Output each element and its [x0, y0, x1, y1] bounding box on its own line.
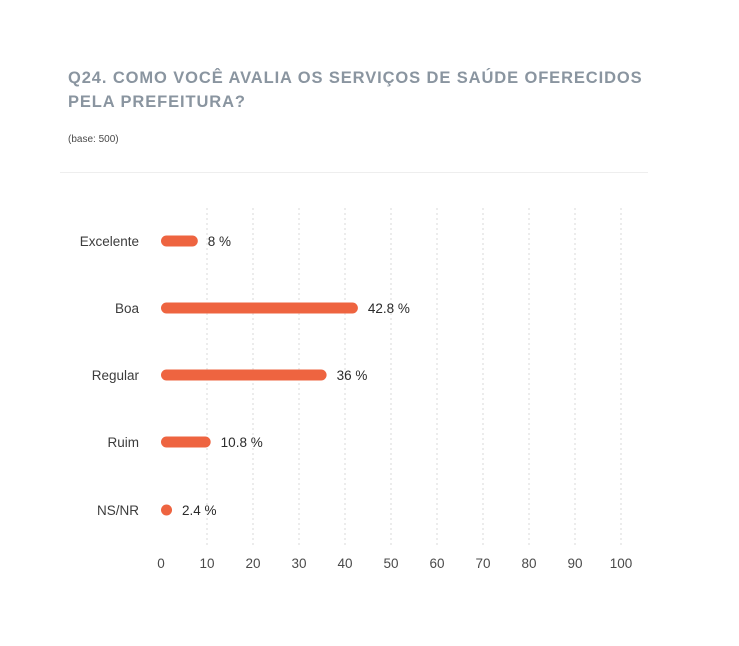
value-label: 10.8 %: [221, 435, 263, 450]
x-tick-label: 40: [337, 556, 352, 571]
bar: [161, 436, 211, 448]
bar: [161, 369, 327, 381]
bar: [161, 504, 173, 516]
category-label: NS/NR: [97, 503, 139, 518]
category-label: Excelente: [80, 234, 139, 249]
x-tick-label: 70: [475, 556, 490, 571]
x-tick-label: 0: [157, 556, 165, 571]
x-tick-label: 50: [383, 556, 398, 571]
value-label: 2.4 %: [182, 503, 217, 518]
category-label: Boa: [115, 301, 140, 316]
x-tick-label: 90: [567, 556, 582, 571]
bar: [161, 235, 198, 247]
chart-title: Q24. COMO VOCÊ AVALIA OS SERVIÇOS DE SAÚ…: [68, 69, 643, 111]
category-label: Regular: [92, 368, 140, 383]
title-divider: [60, 172, 648, 173]
x-tick-label: 60: [429, 556, 444, 571]
x-tick-label: 20: [245, 556, 260, 571]
x-tick-label: 10: [199, 556, 214, 571]
value-label: 8 %: [208, 234, 231, 249]
category-label: Ruim: [107, 435, 139, 450]
x-tick-label: 100: [610, 556, 633, 571]
value-label: 36 %: [337, 368, 368, 383]
value-label: 42.8 %: [368, 301, 410, 316]
x-tick-label: 80: [521, 556, 536, 571]
sample-base-note: (base: 500): [68, 134, 119, 145]
x-tick-label: 30: [291, 556, 306, 571]
bar: [161, 302, 358, 314]
